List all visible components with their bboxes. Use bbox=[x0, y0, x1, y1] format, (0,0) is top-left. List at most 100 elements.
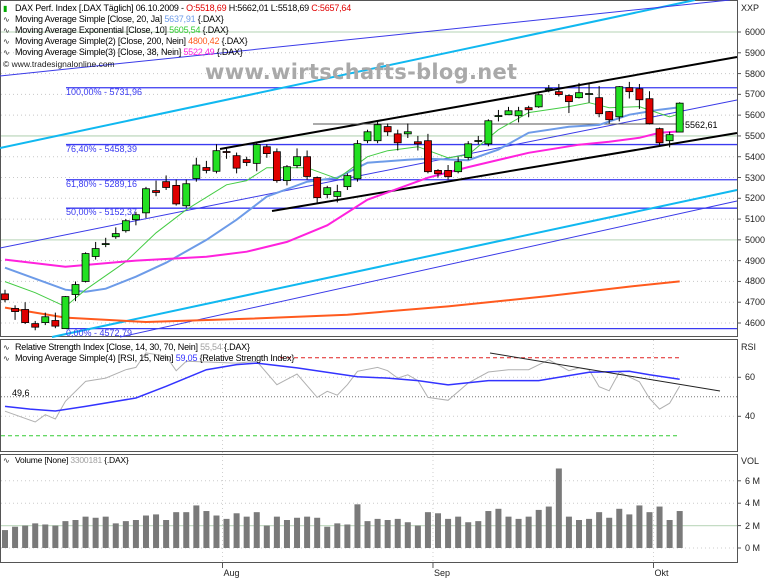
candle-body bbox=[413, 141, 422, 145]
ma-legend-label: Moving Average Exponential [Close, 10] bbox=[15, 25, 167, 35]
candle bbox=[343, 173, 352, 190]
candle bbox=[262, 144, 271, 158]
ma-legend-item[interactable]: ∿ Moving Average Exponential [Close, 10] … bbox=[3, 25, 229, 36]
candle bbox=[484, 119, 493, 147]
rsi-marker-label: 49,6 bbox=[12, 388, 30, 398]
candle-body bbox=[504, 110, 513, 116]
volume-bar bbox=[465, 522, 472, 548]
candle-body bbox=[1, 293, 9, 301]
candle bbox=[172, 179, 181, 206]
candle bbox=[595, 86, 604, 118]
volume-tick-label: 6 M bbox=[745, 475, 761, 486]
candle bbox=[313, 176, 322, 203]
volume-bar bbox=[374, 518, 381, 548]
volume-bar bbox=[384, 520, 391, 548]
candle-body bbox=[544, 88, 553, 90]
price-axis-title: XXP bbox=[741, 3, 760, 13]
fib-level-label: 0,00% - 4572,79 bbox=[66, 327, 133, 338]
candle bbox=[101, 237, 110, 248]
candle-body bbox=[252, 144, 261, 164]
volume-bar bbox=[213, 515, 220, 548]
rsi-suffix: {.DAX} bbox=[223, 342, 250, 352]
candle bbox=[162, 175, 171, 190]
candle bbox=[1, 289, 9, 303]
candle bbox=[91, 241, 100, 260]
candle bbox=[61, 295, 70, 330]
volume-bar bbox=[656, 506, 663, 548]
price-tick-label: 5100 bbox=[745, 214, 766, 225]
price-tick-label: 6000 bbox=[745, 27, 766, 37]
trendline-blue-lower bbox=[119, 200, 738, 338]
candle bbox=[232, 152, 241, 174]
volume-legend[interactable]: ∿ Volume [None] 3300181 {.DAX} bbox=[3, 455, 129, 466]
candle-body bbox=[283, 166, 291, 182]
candle-body bbox=[313, 177, 322, 199]
candle-body bbox=[363, 131, 372, 142]
candle-body bbox=[222, 151, 231, 153]
volume-bar bbox=[72, 520, 79, 548]
ma-legend-label: Moving Average Simple [Close, 20, Ja] bbox=[15, 14, 163, 24]
volume-bar bbox=[666, 520, 673, 548]
ma-legend-item[interactable]: ∿ Moving Average Simple [Close, 20, Ja] 5… bbox=[3, 14, 224, 25]
candle-body bbox=[675, 102, 684, 133]
candle bbox=[111, 227, 120, 239]
volume-bar bbox=[334, 523, 341, 548]
ma-legend-item[interactable]: ∿ Moving Average Simple(2) [Close, 200, N… bbox=[3, 36, 248, 47]
volume-bar bbox=[394, 518, 401, 548]
volume-bar bbox=[173, 512, 180, 548]
volume-bar bbox=[283, 520, 290, 548]
candle bbox=[403, 123, 412, 139]
candle-body bbox=[474, 140, 483, 142]
volume-bar bbox=[142, 515, 149, 548]
volume-bar bbox=[2, 530, 8, 548]
candle-body bbox=[293, 156, 301, 167]
candle-body bbox=[635, 88, 644, 101]
rsi-legend-ma[interactable]: ∿ Moving Average Simple(4) [RSI, 15, Nein… bbox=[3, 353, 294, 364]
candle-body bbox=[595, 97, 604, 115]
candle bbox=[665, 131, 674, 148]
candle bbox=[554, 83, 563, 97]
volume-tick-label: 0 M bbox=[745, 543, 761, 553]
candle bbox=[71, 281, 80, 302]
candle bbox=[212, 144, 221, 174]
candle bbox=[524, 105, 533, 118]
credit-label[interactable]: © www.tradesignalonline.com bbox=[3, 59, 115, 69]
volume-tick-label: 4 M bbox=[745, 498, 761, 509]
price-tick-label: 5200 bbox=[745, 193, 766, 204]
candle bbox=[132, 211, 140, 226]
volume-bar bbox=[112, 523, 119, 548]
rsi-legend-rsi[interactable]: ∿ Relative Strength Index [Close, 14, 30,… bbox=[3, 342, 294, 353]
channel-upper-line bbox=[219, 56, 738, 150]
candle bbox=[645, 91, 654, 125]
volume-bar bbox=[294, 517, 301, 548]
volume-bar bbox=[575, 520, 582, 548]
candle-body bbox=[152, 190, 160, 193]
candle bbox=[31, 320, 40, 331]
volume-bar bbox=[253, 512, 260, 548]
volume-bar bbox=[102, 516, 109, 548]
price-tick-label: 5700 bbox=[745, 89, 766, 100]
candle-body bbox=[615, 86, 624, 118]
date-tick-label: Aug bbox=[223, 568, 240, 578]
volume-legend-label: Volume [None] bbox=[15, 455, 69, 465]
volume-bar bbox=[646, 512, 653, 548]
watermark: www.wirtschafts-blog.net bbox=[205, 60, 518, 84]
candle-body bbox=[434, 170, 442, 175]
volume-bar bbox=[324, 526, 331, 548]
rsi-axis-title: RSI bbox=[741, 342, 757, 352]
ma-line-sma20 bbox=[4, 106, 680, 293]
volume-bar bbox=[183, 512, 190, 548]
volume-bar bbox=[92, 517, 99, 548]
candle bbox=[544, 85, 553, 93]
candle bbox=[575, 82, 583, 99]
volume-bar bbox=[535, 509, 542, 548]
line-icon: ∿ bbox=[3, 26, 10, 35]
volume-bar bbox=[424, 512, 431, 548]
candle-body bbox=[21, 309, 30, 323]
candle-body bbox=[484, 120, 493, 145]
ma-legend-item[interactable]: ∿ Moving Average Simple(3) [Close, 38, Ne… bbox=[3, 47, 243, 58]
volume-bar bbox=[153, 514, 160, 548]
volume-bar bbox=[344, 524, 351, 548]
trendline-cyan-lower bbox=[51, 189, 738, 338]
